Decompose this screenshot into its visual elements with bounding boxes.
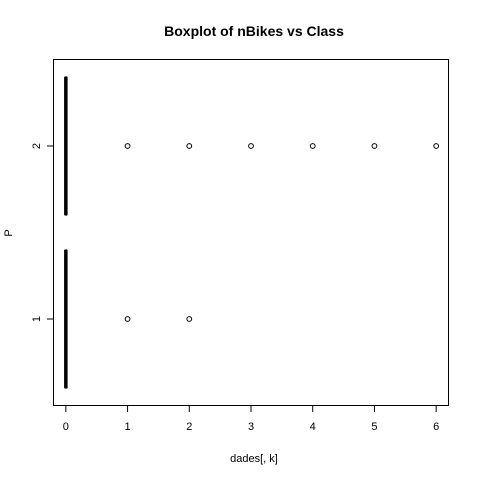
y-axis-label: P bbox=[3, 229, 15, 236]
box-group-2 bbox=[64, 76, 440, 216]
y-tick-label: 1 bbox=[31, 316, 43, 322]
outlier-point bbox=[186, 143, 193, 149]
y-axis: 12 bbox=[31, 143, 54, 322]
box-series bbox=[64, 76, 440, 389]
chart-title: Boxplot of nBikes vs Class bbox=[164, 23, 344, 39]
outlier-point bbox=[186, 316, 193, 322]
x-tick-label: 2 bbox=[186, 421, 192, 433]
outlier-point bbox=[124, 143, 131, 149]
outlier-point bbox=[371, 143, 378, 149]
x-tick-label: 5 bbox=[371, 421, 377, 433]
x-tick-label: 6 bbox=[433, 421, 439, 433]
x-axis-label: dades[, k] bbox=[230, 453, 278, 465]
x-tick-label: 1 bbox=[125, 421, 131, 433]
outlier-point bbox=[309, 143, 316, 149]
outlier-point bbox=[248, 143, 254, 149]
x-tick-label: 0 bbox=[63, 421, 69, 433]
outlier-point bbox=[124, 316, 131, 322]
box-group-1 bbox=[64, 249, 193, 389]
x-axis: 0 1 2 3 4 5 6 bbox=[63, 405, 439, 433]
x-tick-label: 3 bbox=[248, 421, 254, 433]
outlier-point bbox=[433, 143, 440, 149]
x-tick-label: 4 bbox=[310, 421, 316, 433]
y-tick-label: 2 bbox=[31, 143, 43, 149]
